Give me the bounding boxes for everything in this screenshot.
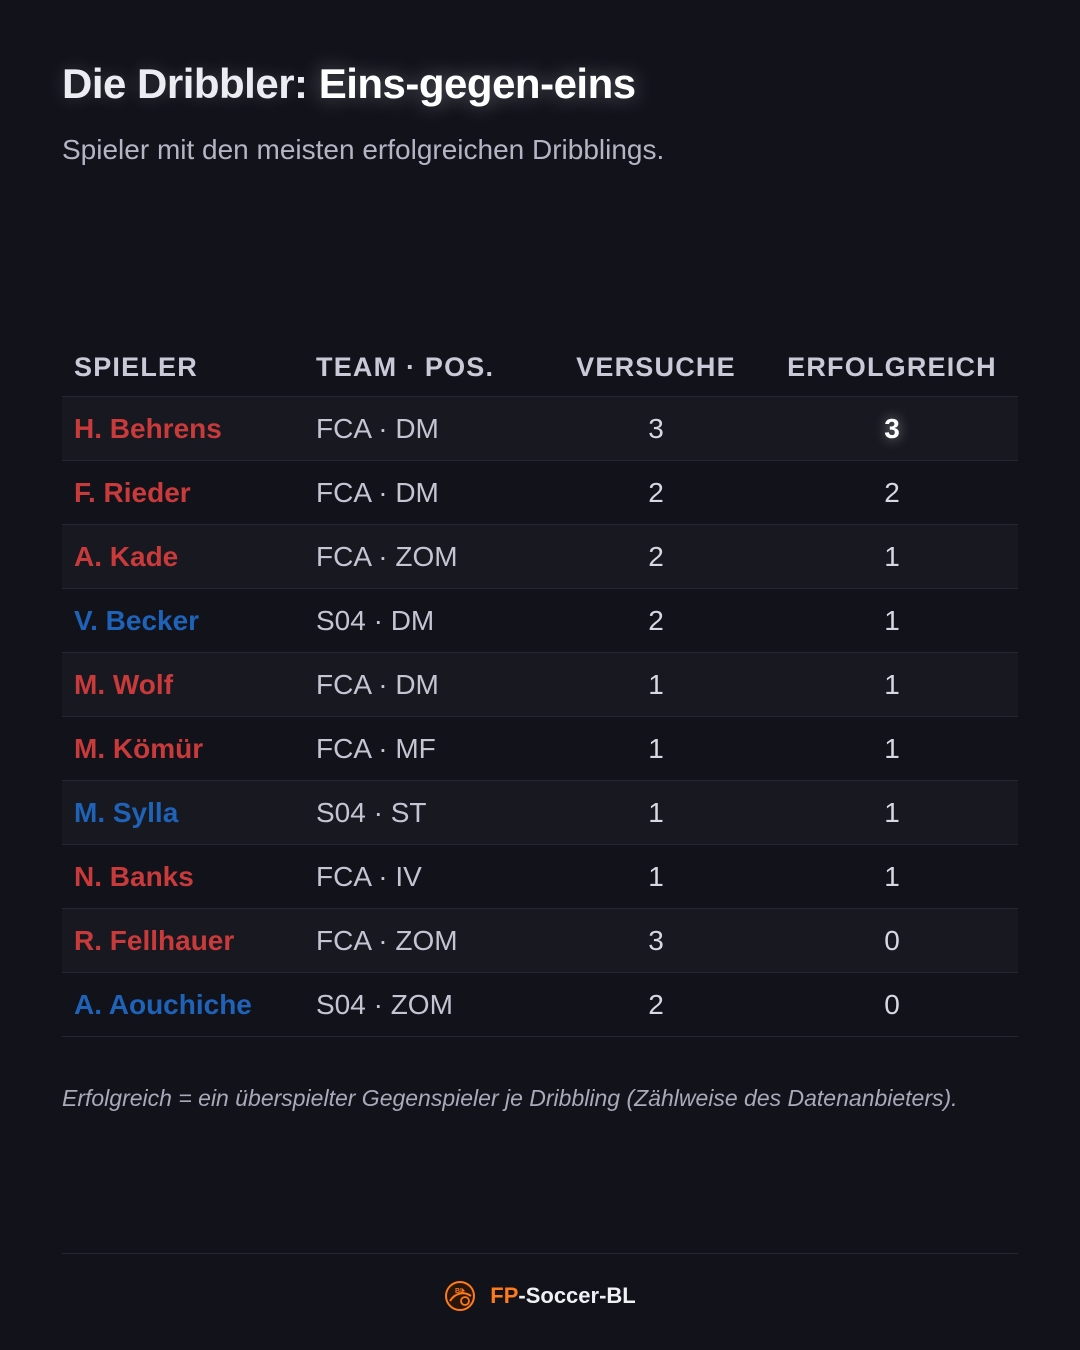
team-position: FCA · DM [316,652,546,717]
attempts-value: 2 [546,972,766,1037]
table-row: M. Wolf FCA · DM 1 1 [62,652,1018,717]
footer-divider [62,1253,1018,1254]
attempts-value: 2 [546,460,766,525]
table-header-row: SPIELER TEAM · POS. VERSUCHE ERFOLGREICH [62,338,1018,397]
successful-value: 1 [766,588,1018,653]
successful-value: 1 [766,524,1018,589]
page-title: Die Dribbler: Eins-gegen-eins [62,60,636,108]
team-position: FCA · IV [316,844,546,909]
successful-value: 1 [766,652,1018,717]
attempts-value: 1 [546,716,766,781]
team-position: S04 · ZOM [316,972,546,1037]
player-name: A. Kade [62,524,316,589]
table-row: H. Behrens FCA · DM 3 3 [62,396,1018,461]
team-position: FCA · ZOM [316,524,546,589]
brand-name: FP-Soccer-BL [490,1283,635,1309]
table-row: F. Rieder FCA · DM 2 2 [62,460,1018,525]
player-name: M. Kömür [62,716,316,781]
player-name: N. Banks [62,844,316,909]
attempts-value: 3 [546,396,766,461]
attempts-value: 1 [546,652,766,717]
attempts-value: 1 [546,844,766,909]
table-row: V. Becker S04 · DM 2 1 [62,588,1018,653]
table-row: M. Kömür FCA · MF 1 1 [62,716,1018,781]
title-highlight: Eins-gegen-eins [318,60,636,107]
player-name: H. Behrens [62,396,316,461]
team-position: FCA · DM [316,396,546,461]
successful-value: 3 [766,396,1018,461]
column-header-spieler: SPIELER [62,338,316,397]
player-name: R. Fellhauer [62,908,316,973]
attempts-value: 3 [546,908,766,973]
table-row: M. Sylla S04 · ST 1 1 [62,780,1018,845]
dribbling-table: SPIELER TEAM · POS. VERSUCHE ERFOLGREICH… [62,338,1018,1037]
successful-value: 1 [766,844,1018,909]
football-logo-icon: BL [445,1281,476,1311]
table-row: N. Banks FCA · IV 1 1 [62,844,1018,909]
player-name: V. Becker [62,588,316,653]
team-position: S04 · ST [316,780,546,845]
attempts-value: 2 [546,588,766,653]
player-name: F. Rieder [62,460,316,525]
column-header-team-pos: TEAM · POS. [316,338,546,397]
footnote: Erfolgreich = ein überspielter Gegenspie… [62,1085,958,1111]
attempts-value: 2 [546,524,766,589]
attempts-value: 1 [546,780,766,845]
column-header-erfolgreich: ERFOLGREICH [766,338,1018,397]
table-row: A. Kade FCA · ZOM 2 1 [62,524,1018,589]
title-prefix: Die Dribbler: [62,60,319,107]
brand-prefix: FP [490,1283,519,1308]
successful-value: 0 [766,972,1018,1037]
successful-value: 1 [766,780,1018,845]
page-subtitle: Spieler mit den meisten erfolgreichen Dr… [62,134,665,165]
player-name: M. Sylla [62,780,316,845]
column-header-versuche: VERSUCHE [546,338,766,397]
team-position: FCA · MF [316,716,546,781]
brand-footer: BL FP-Soccer-BL [0,1280,1080,1312]
team-position: FCA · DM [316,460,546,525]
successful-value: 0 [766,908,1018,973]
successful-value: 2 [766,460,1018,525]
player-name: A. Aouchiche [62,972,316,1037]
team-position: FCA · ZOM [316,908,546,973]
logo-text: BL [455,1288,465,1295]
player-name: M. Wolf [62,652,316,717]
team-position: S04 · DM [316,588,546,653]
brand-suffix: -Soccer-BL [518,1283,636,1308]
table-row: R. Fellhauer FCA · ZOM 3 0 [62,908,1018,973]
table-row: A. Aouchiche S04 · ZOM 2 0 [62,972,1018,1037]
successful-value: 1 [766,716,1018,781]
